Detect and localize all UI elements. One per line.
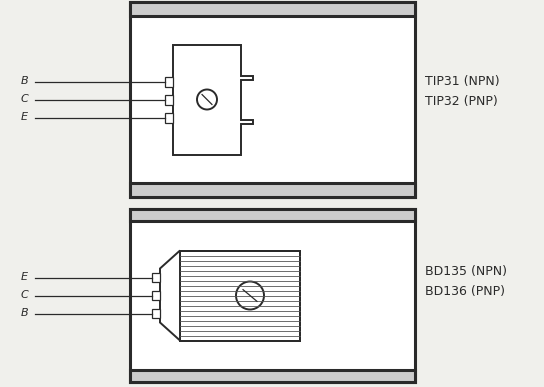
Bar	[152, 309, 160, 318]
Text: TIP32 (PNP): TIP32 (PNP)	[425, 96, 498, 108]
Text: BD135 (NPN): BD135 (NPN)	[425, 265, 507, 279]
Bar	[152, 291, 160, 300]
Bar	[130, 2, 415, 16]
Bar	[165, 113, 173, 123]
Text: E: E	[21, 272, 28, 283]
Text: E: E	[21, 113, 28, 123]
Bar	[165, 94, 173, 104]
Bar	[130, 2, 415, 197]
Bar	[130, 370, 415, 382]
Bar	[130, 209, 415, 221]
Circle shape	[236, 281, 264, 310]
Bar	[130, 183, 415, 197]
Bar	[180, 250, 300, 341]
Text: C: C	[20, 291, 28, 300]
Circle shape	[197, 89, 217, 110]
Polygon shape	[160, 250, 180, 341]
Text: TIP31 (NPN): TIP31 (NPN)	[425, 75, 499, 89]
Bar	[180, 250, 300, 341]
Text: B: B	[20, 308, 28, 319]
Polygon shape	[173, 45, 253, 154]
Text: C: C	[20, 94, 28, 104]
Bar	[130, 209, 415, 382]
Bar	[152, 273, 160, 282]
Bar	[165, 77, 173, 87]
Text: B: B	[20, 77, 28, 87]
Text: BD136 (PNP): BD136 (PNP)	[425, 286, 505, 298]
